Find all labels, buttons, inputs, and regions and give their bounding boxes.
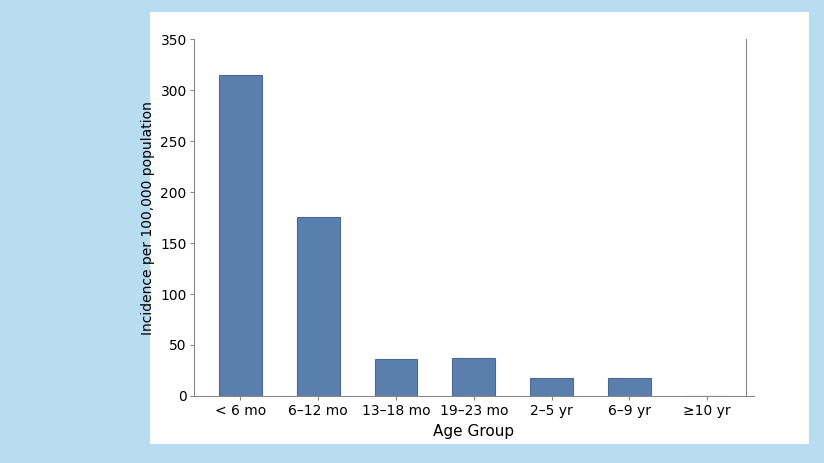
Bar [375, 359, 418, 396]
Y-axis label: Incidence per 100,000 population: Incidence per 100,000 population [141, 100, 155, 335]
Bar [219, 75, 262, 396]
Bar [297, 217, 339, 396]
Bar [452, 358, 495, 396]
Bar [608, 377, 651, 396]
X-axis label: Age Group: Age Group [433, 424, 514, 439]
Bar [530, 377, 573, 396]
